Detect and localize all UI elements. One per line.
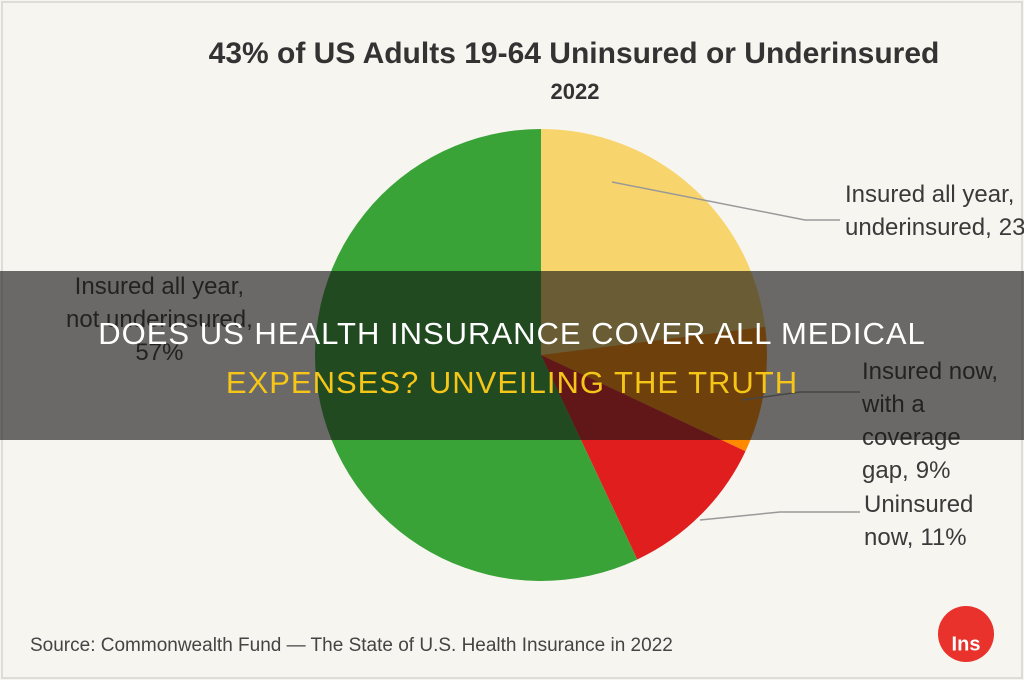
overlay-band xyxy=(0,271,1024,440)
headline: DOES US HEALTH INSURANCE COVER ALL MEDIC… xyxy=(98,316,926,351)
value-label: 11% xyxy=(920,524,967,551)
category-label: Uninsured now, xyxy=(864,491,974,551)
leader-line xyxy=(611,181,840,221)
slice-label: Uninsured now, 11% xyxy=(864,488,1024,554)
slice-label: Insured all year, underinsured,23% xyxy=(845,178,1024,244)
value-label: 23% xyxy=(998,214,1024,241)
source: Source: Commonwealth Fund — The State of… xyxy=(30,635,673,656)
value-label: 9% xyxy=(915,457,951,484)
headline: EXPENSES? UNVEILING THE TRUTH xyxy=(225,365,799,400)
leader-line xyxy=(699,511,860,521)
logo-text: Ins xyxy=(952,633,981,655)
logo-badge xyxy=(938,606,994,662)
chart-title: 43% of US Adults 19-64 Uninsured or Unde… xyxy=(209,37,940,70)
category-label: Insured all year, underinsured, xyxy=(845,181,1015,241)
chart-subtitle: 2022 xyxy=(551,79,600,104)
